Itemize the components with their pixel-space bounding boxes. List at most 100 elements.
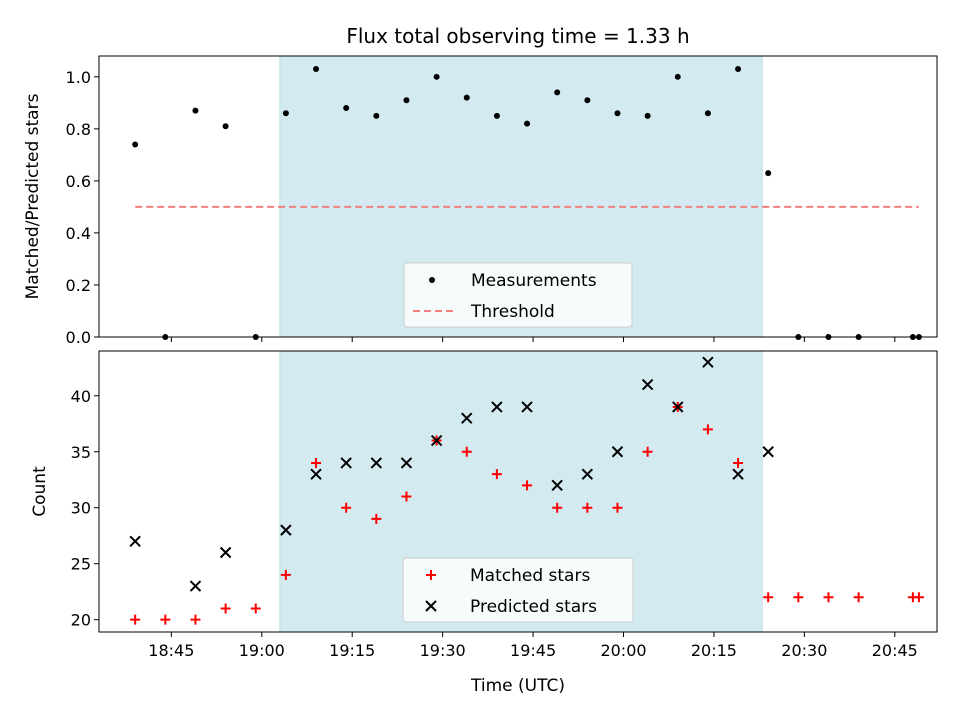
measurement-point bbox=[524, 120, 531, 127]
measurement-point bbox=[644, 112, 651, 119]
x-tick-label: 20:45 bbox=[872, 641, 918, 660]
predicted-star-point bbox=[641, 378, 654, 391]
chart-title: Flux total observing time = 1.33 h bbox=[346, 24, 689, 48]
predicted-star-point bbox=[702, 356, 714, 368]
matched-star-point bbox=[280, 569, 291, 580]
legend-label: Threshold bbox=[470, 302, 555, 322]
predicted-star-point bbox=[762, 446, 774, 458]
matched-star-point bbox=[341, 502, 352, 513]
matched-star-point bbox=[793, 592, 804, 603]
matched-star-point bbox=[220, 603, 231, 614]
measurement-point bbox=[735, 66, 742, 73]
predicted-star-point bbox=[551, 479, 563, 492]
matched-star-point bbox=[913, 592, 924, 603]
predicted-star-point bbox=[461, 412, 473, 424]
measurement-point bbox=[493, 112, 500, 119]
y-tick-label: 20 bbox=[71, 611, 91, 630]
measurement-point bbox=[132, 141, 139, 148]
measurement-point bbox=[584, 97, 591, 104]
legend-measurement-swatch bbox=[429, 277, 435, 283]
matched-star-point bbox=[371, 513, 382, 524]
measurement-point bbox=[433, 73, 440, 80]
matched-star-point bbox=[642, 446, 653, 457]
matched-star-point bbox=[612, 502, 623, 513]
axes-frame-1 bbox=[98, 350, 938, 633]
measurement-point bbox=[554, 89, 561, 96]
matched-star-point bbox=[160, 614, 171, 625]
x-tick-label: 19:00 bbox=[239, 641, 285, 660]
matched-star-point bbox=[491, 469, 502, 480]
y-tick-label: 0.2 bbox=[66, 276, 91, 295]
predicted-star-point bbox=[219, 546, 232, 559]
matched-star-point bbox=[582, 502, 593, 513]
y-tick-label: 1.0 bbox=[66, 68, 91, 87]
y-tick-label: 0.0 bbox=[66, 328, 91, 347]
y-axis-label: Count bbox=[30, 466, 50, 517]
predicted-star-point bbox=[581, 468, 594, 480]
x-tick-label: 19:30 bbox=[420, 641, 466, 660]
x-tick-label: 18:45 bbox=[148, 641, 194, 660]
matched-star-point bbox=[250, 603, 261, 614]
predicted-star-point bbox=[732, 468, 744, 480]
measurement-point bbox=[373, 112, 380, 119]
predicted-star-point bbox=[340, 457, 352, 469]
matched-star-point bbox=[461, 446, 472, 457]
measurement-point bbox=[343, 105, 350, 112]
legend-label: Matched stars bbox=[470, 566, 590, 586]
series-1 bbox=[129, 356, 774, 592]
measurement-point bbox=[674, 73, 681, 80]
y-axis-label: Matched/Predicted stars bbox=[23, 93, 43, 299]
legend-box bbox=[403, 262, 633, 328]
matched-star-point bbox=[853, 592, 864, 603]
measurement-point bbox=[765, 170, 772, 177]
matched-star-point bbox=[130, 614, 141, 625]
predicted-star-point bbox=[280, 524, 292, 536]
matched-star-point bbox=[311, 457, 322, 468]
y-tick-label: 30 bbox=[71, 499, 91, 518]
y-tick-label: 0.6 bbox=[66, 172, 91, 191]
measurement-point bbox=[282, 110, 289, 117]
legend-predicted-swatch bbox=[425, 600, 437, 612]
x-tick-label: 20:30 bbox=[781, 641, 827, 660]
matched-star-point bbox=[552, 502, 563, 513]
y-tick-label: 0.8 bbox=[66, 120, 91, 139]
measurement-point bbox=[192, 107, 199, 114]
matched-star-point bbox=[522, 480, 533, 491]
x-tick-label: 19:15 bbox=[329, 641, 375, 660]
predicted-star-point bbox=[430, 434, 443, 447]
measurement-point bbox=[614, 110, 621, 117]
matched-star-point bbox=[733, 457, 744, 468]
predicted-star-point bbox=[672, 401, 684, 413]
legend-label: Predicted stars bbox=[470, 597, 597, 617]
predicted-star-point bbox=[400, 457, 413, 469]
matched-star-point bbox=[190, 614, 201, 625]
legend-matched-swatch bbox=[426, 570, 436, 580]
x-tick-label: 20:00 bbox=[600, 641, 646, 660]
predicted-star-point bbox=[611, 446, 624, 458]
measurement-point bbox=[222, 123, 229, 130]
measurement-point bbox=[313, 66, 320, 73]
y-tick-label: 0.4 bbox=[66, 224, 91, 243]
legend-box bbox=[402, 557, 634, 623]
x-tick-label: 19:45 bbox=[510, 641, 556, 660]
y-tick-label: 40 bbox=[71, 387, 91, 406]
measurement-point bbox=[403, 97, 410, 104]
y-tick-label: 35 bbox=[71, 443, 91, 462]
matched-star-point bbox=[763, 592, 774, 603]
predicted-star-point bbox=[521, 401, 533, 413]
measurement-point bbox=[463, 94, 470, 101]
predicted-star-point bbox=[189, 580, 202, 592]
axes-frame-0 bbox=[98, 55, 938, 338]
predicted-star-point bbox=[129, 535, 141, 548]
y-tick-label: 25 bbox=[71, 555, 91, 574]
predicted-star-point bbox=[310, 468, 322, 480]
matched-star-point bbox=[823, 592, 834, 603]
legend-label: Measurements bbox=[471, 271, 597, 291]
x-tick-label: 20:15 bbox=[691, 641, 737, 660]
x-axis-label: Time (UTC) bbox=[470, 676, 565, 696]
predicted-star-point bbox=[370, 457, 383, 469]
matched-star-point bbox=[401, 491, 412, 502]
matched-star-point bbox=[702, 424, 713, 435]
predicted-star-point bbox=[491, 401, 503, 413]
